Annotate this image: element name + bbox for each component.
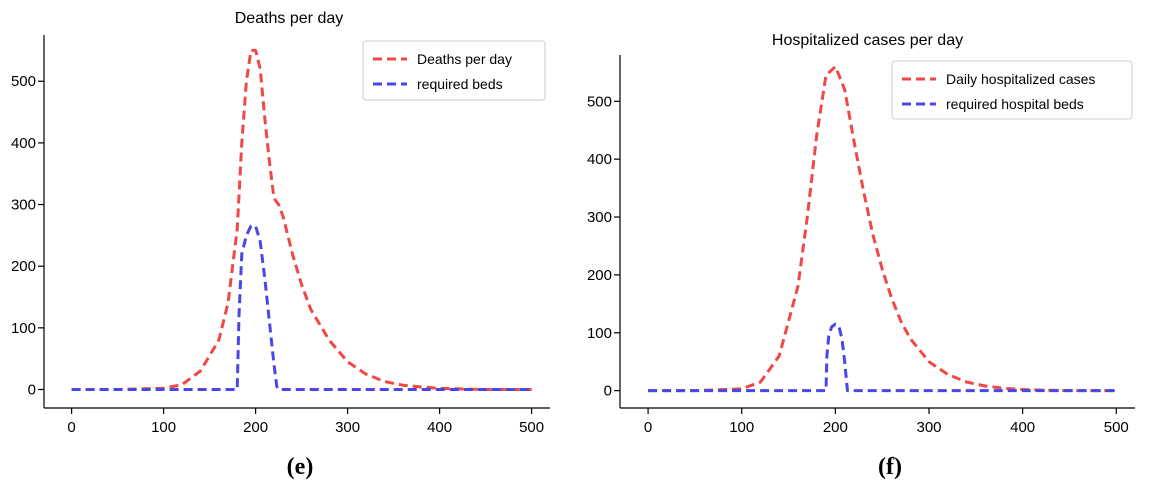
y-tick-label: 500	[587, 93, 612, 110]
y-tick-label: 400	[587, 151, 612, 168]
panel-label: (e)	[287, 454, 314, 480]
x-tick-label: 200	[823, 419, 848, 436]
chart-title: Hospitalized cases per day	[772, 32, 963, 49]
x-tick-label: 400	[1010, 419, 1035, 436]
chart-title: Deaths per day	[235, 10, 344, 27]
y-tick-label: 300	[587, 209, 612, 226]
x-tick-label: 500	[1104, 419, 1129, 436]
y-tick-label: 300	[11, 197, 36, 214]
y-tick-label: 200	[587, 267, 612, 284]
x-tick-label: 0	[644, 419, 652, 436]
x-tick-label: 0	[67, 419, 75, 436]
series-line-red	[71, 48, 532, 391]
x-tick-label: 100	[151, 419, 176, 436]
y-tick-label: 200	[11, 258, 36, 275]
legend-box	[362, 40, 546, 101]
x-tick-label: 400	[427, 419, 452, 436]
x-tick-label: 300	[916, 419, 941, 436]
series-line-blue	[71, 224, 532, 391]
series-line-blue	[648, 322, 1117, 393]
x-tick-label: 300	[335, 419, 360, 436]
chart-panel-e: 0 100 200 300 400 500 0 100 200 300 400 500 Deaths p…	[11, 10, 550, 480]
y-tick-label: 0	[28, 382, 36, 399]
y-tick-label: 500	[11, 73, 36, 90]
y-tick-label: 0	[604, 383, 612, 400]
legend-entry: Daily hospitalized cases	[946, 71, 1095, 87]
y-tick-label: 400	[11, 135, 36, 152]
x-tick-label: 500	[519, 419, 544, 436]
y-tick-label: 100	[11, 320, 36, 337]
legend-entry: required beds	[417, 76, 503, 92]
legend-entry: required hospital beds	[946, 96, 1084, 112]
legend-entry: Deaths per day	[417, 51, 512, 67]
x-tick-label: 200	[243, 419, 268, 436]
x-tick-label: 100	[729, 419, 754, 436]
panel-label: (f)	[878, 454, 902, 480]
legend-box	[891, 60, 1133, 120]
y-tick-label: 100	[587, 325, 612, 342]
series-line-red	[648, 65, 1117, 393]
chart-panel-f: 0 100 200 300 400 500 0 100 200 300 400 500 Hospital…	[587, 32, 1135, 480]
